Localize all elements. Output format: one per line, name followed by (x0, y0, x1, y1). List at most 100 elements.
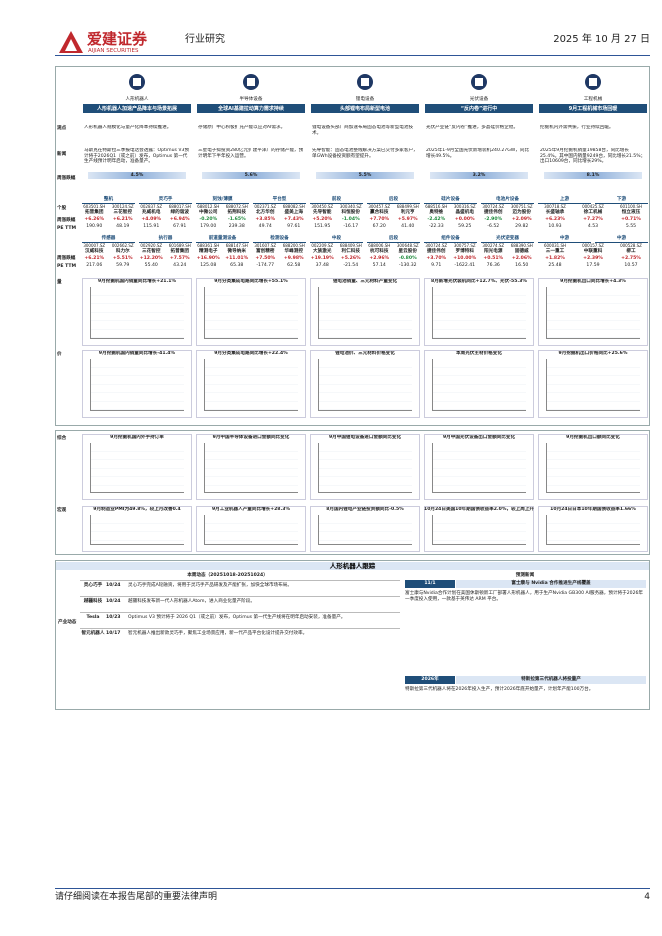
stock-name: 拓荆科技 (227, 210, 246, 215)
group-header: 上游 (538, 197, 591, 204)
sector-name: 光伏设备 (469, 97, 489, 102)
sector-icon (129, 74, 145, 90)
chart-plot-area (318, 443, 412, 493)
chart-plot-area (318, 359, 412, 411)
stock-change: +6.94% (169, 217, 190, 222)
sector-name: 工程机械 (583, 97, 603, 102)
sector-icon (357, 74, 373, 90)
stock-name: 杭可科技 (370, 249, 389, 254)
row-label: 新闻 (57, 152, 67, 157)
stock-change: +7.50% (255, 256, 276, 261)
group-header: 前道量测设备 (196, 236, 249, 243)
chart-plot-area (204, 359, 298, 411)
stock-name: 三花智控 (113, 210, 132, 215)
logo-icon (59, 31, 83, 53)
stock-change: +6.23% (545, 217, 565, 222)
stock-name: 捷佳伟创 (427, 249, 446, 254)
stock-pe: 49.74 (258, 224, 272, 229)
stock-change: -2.42% (427, 217, 446, 222)
stock-name: 利元亨 (400, 210, 415, 215)
chart-plot-area (432, 287, 526, 339)
sector-news: 2025年1-9月全国光伏新增装机240.27GW，同比增长49.5%。 (426, 148, 530, 159)
stock-change: +2.09% (511, 217, 532, 222)
row-label: PE TTM (57, 226, 77, 231)
stock-change: -0.80% (398, 256, 417, 261)
chart-row-label: 宏观 (57, 508, 67, 513)
stock-name: 捷佳伟创 (484, 210, 503, 215)
group-header: 电池片设备 (481, 197, 534, 204)
company: 智元机器人 (81, 631, 105, 636)
group-header: 光伏逆变器 (481, 236, 534, 243)
stock-change: -1.04% (341, 217, 360, 222)
chart-title: 9月挖掘机国内销量同比增长+21.1% (97, 279, 177, 284)
stock-name: 晶盛机电 (455, 210, 474, 215)
sector-theme: 全球AI基建拉动算力需求持续 (197, 104, 305, 113)
sector-theme: 头部锂电布局新型电池 (311, 104, 419, 113)
left-header: 本周动态（20251018-20251024） (187, 573, 268, 578)
chart-title: 9月中国半导体设备进口金额同比变化 (212, 435, 290, 440)
row-rule (80, 628, 400, 629)
stock-code: 300457.SZ (368, 204, 391, 209)
event-text: 越疆科技发布新一代人形机器人Atom，进入商业化量产阶段。 (128, 599, 255, 604)
chart-title: 10月24日日本10年期国债收益率1.66% (550, 507, 636, 512)
stock-name: 拓普集团 (85, 210, 104, 215)
stock-pe: -16.17 (343, 224, 359, 229)
chart-box (82, 506, 192, 552)
chart-box (424, 278, 534, 346)
stock-code: 300718.SZ (544, 204, 566, 209)
chart-title: 9月工业机器人产量同比增长+28.3% (211, 507, 291, 512)
stock-name: 阳光电源 (484, 249, 503, 254)
stock-name: 汉威科技 (85, 249, 104, 254)
sector-news: 先导智能：固态电池整线解决方案已交付多家客户，单GWh设备投资额有望提升。 (312, 148, 418, 159)
chart-title: 9月中国锂电设备进口金额同比变化 (328, 435, 402, 440)
row-label: 周涨跌幅 (57, 256, 76, 261)
forecast-headline: 富士康与 Nvidia 合作推进生产线覆盖 (456, 580, 646, 588)
chart-plot-area (432, 359, 526, 411)
chart-title: 本周光伏主材价格变化 (456, 351, 502, 356)
row-label: PE TTM (57, 264, 77, 269)
macro-panel (55, 430, 650, 555)
stock-name: 先导智能 (313, 210, 332, 215)
stock-code: 002662.SZ (111, 243, 134, 248)
stock-name: 精测电子 (199, 249, 218, 254)
stock-pe: 125.08 (200, 263, 217, 268)
stock-name: 迈为股份 (512, 210, 531, 215)
sector-icon (585, 74, 601, 90)
stock-change: +3.85% (255, 217, 276, 222)
stock-code: 002837.SZ (140, 204, 163, 209)
chart-box (424, 434, 534, 500)
chart-box (196, 350, 306, 418)
section-label: 产业动态 (58, 620, 77, 625)
weekly-change: 5.6% (244, 172, 258, 178)
stock-change: +6.26% (84, 217, 105, 222)
stock-change: +6.21% (84, 256, 105, 261)
group-header: 中段 (310, 236, 363, 243)
group-header: 前段 (310, 197, 363, 204)
group-header: 中游 (538, 236, 591, 243)
forecast-text: 富士康与Nvidia合作计划在美国休斯顿新工厂部署人形机器人，用于生产Nvidi… (405, 591, 644, 602)
stock-name: 微导纳米 (227, 249, 246, 254)
chart-box (538, 434, 648, 500)
stock-code: 300274.SZ (482, 243, 505, 248)
stock-name: 科力尔 (115, 249, 130, 254)
logo-cn: 爱建证券 (87, 30, 148, 48)
stock-code: 300648.SZ (396, 243, 419, 248)
chart-plot-area (204, 515, 298, 545)
group-header: 刻蚀/薄膜 (196, 197, 249, 204)
tracking-panel (55, 560, 650, 710)
stock-pe: 151.95 (314, 224, 331, 229)
chart-title: 9月挖掘机国内外手持订单 (110, 435, 164, 440)
chart-box (424, 506, 534, 552)
stock-code: 300724.SZ (425, 243, 448, 248)
row-rule (80, 580, 400, 581)
sector-news: 三星电子拟投资280亿元扩建平泽厂的存储产能，预计明年下半年投入运营。 (198, 148, 304, 159)
sector-icon (471, 74, 487, 90)
stock-code: 002920.SZ (140, 243, 163, 248)
stock-change: +5.97% (397, 217, 418, 222)
stock-name: 三花智控 (142, 249, 161, 254)
chart-box (310, 434, 420, 500)
stock-code: 002371.SZ (254, 204, 277, 209)
group-header: 平台型 (253, 197, 306, 204)
chart-plot-area (318, 287, 412, 339)
